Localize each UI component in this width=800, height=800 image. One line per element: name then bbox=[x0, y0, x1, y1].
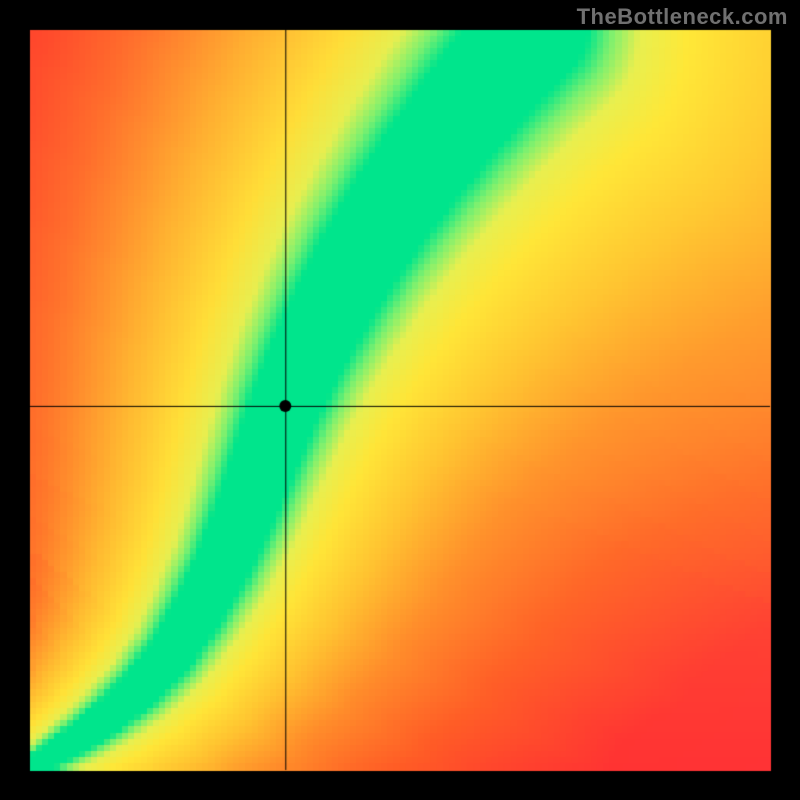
watermark-label: TheBottleneck.com bbox=[577, 4, 788, 30]
heatmap-canvas bbox=[0, 0, 800, 800]
chart-container: TheBottleneck.com bbox=[0, 0, 800, 800]
